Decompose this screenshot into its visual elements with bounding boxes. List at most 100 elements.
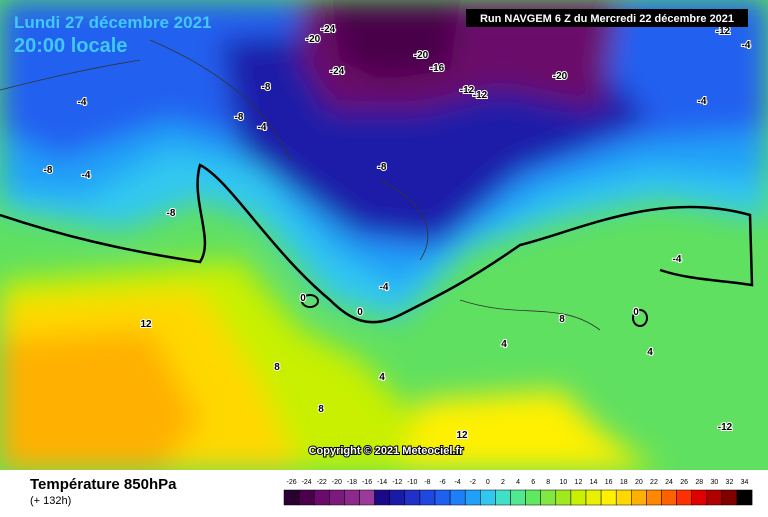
contour-label: 0 [633, 307, 639, 318]
scale-swatch [419, 489, 436, 506]
scale-swatch [706, 489, 723, 506]
color-scale: -26 -24 -22 -20 -18 -16 -14 -12 -10 -8 -6 -4 -2 0 2 4 6 8… [283, 479, 753, 506]
scale-swatch [721, 489, 738, 506]
scale-label: -14 [377, 479, 387, 486]
scale-label: -8 [424, 479, 430, 486]
scale-label: -12 [392, 479, 402, 486]
scale-label: 6 [531, 479, 535, 486]
scale-swatch [570, 489, 587, 506]
scale-swatch [600, 489, 617, 506]
scale-swatch [585, 489, 602, 506]
contour-label: 4 [379, 372, 385, 383]
scale-swatch [344, 489, 360, 506]
contour-label: 4 [647, 347, 653, 358]
scale-label: -6 [439, 479, 445, 486]
contour-label: -16 [430, 63, 445, 74]
run: Run NAVGEM 6 Z du Mercredi 22 décembre 2… [480, 13, 734, 25]
scale-swatch [404, 489, 421, 506]
contour-label: 0 [300, 293, 306, 304]
scale-swatch [313, 489, 330, 506]
scale-label: 26 [680, 479, 688, 486]
scale-swatch [298, 489, 315, 506]
contour-label: -4 [673, 254, 682, 265]
scale-swatch [691, 489, 708, 506]
scale-label: 24 [665, 479, 673, 486]
scale-label: 20 [635, 479, 643, 486]
scale-swatch [555, 489, 572, 506]
scale-label: -24 [302, 479, 312, 486]
scale-swatch [646, 489, 662, 506]
contour-label: -8 [262, 82, 271, 93]
scale-swatch [540, 489, 557, 506]
scale-swatch [329, 489, 345, 506]
contour-label: 12 [140, 319, 152, 330]
scale-swatch [525, 489, 541, 506]
scale-label: 2 [501, 479, 505, 486]
contour-label: -8 [235, 112, 244, 123]
contour-label: -24 [330, 66, 345, 77]
contour-label: -12 [460, 85, 475, 96]
scale-swatch [480, 489, 496, 506]
scale-swatch [736, 489, 753, 506]
scale-swatch [359, 489, 375, 506]
contour-label: -20 [306, 34, 321, 45]
contour-label: -4 [698, 96, 707, 107]
footer-lead: (+ 132h) [30, 495, 71, 507]
scale-label: 16 [605, 479, 613, 486]
contour-label: -4 [258, 122, 267, 133]
contour-label: 8 [318, 404, 324, 415]
contour-label: 8 [559, 314, 565, 325]
contour-label: -12 [716, 26, 731, 37]
scale-swatch [661, 489, 677, 506]
contour-label: 0 [357, 307, 363, 318]
scale-label: 22 [650, 479, 658, 486]
scale-swatch [464, 489, 481, 506]
scale-label: -16 [362, 479, 372, 486]
contour-label: -12 [473, 90, 488, 101]
scale-swatch [389, 489, 406, 506]
scale-label: 0 [486, 479, 490, 486]
contour-label: -20 [553, 71, 568, 82]
scale-label: -18 [347, 479, 357, 486]
time: 20:00 locale [14, 35, 127, 57]
contour-label: -4 [742, 40, 751, 51]
scale-label: 34 [741, 479, 749, 486]
temperature-field [0, 0, 768, 470]
scale-swatch [615, 489, 632, 506]
contour-label: 8 [274, 362, 280, 373]
contour-label: -24 [321, 24, 336, 35]
contour-label: -8 [167, 208, 176, 219]
scale-label: -4 [455, 479, 461, 486]
scale-label: 18 [620, 479, 628, 486]
scale-label: -10 [407, 479, 417, 486]
scale-swatch [434, 489, 451, 506]
scale-swatch [283, 489, 300, 506]
scale-label: 10 [559, 479, 567, 486]
contour-label: 4 [501, 339, 507, 350]
scale-swatch [510, 489, 526, 506]
scale-swatch [449, 489, 466, 506]
scale-swatch [631, 489, 647, 506]
scale-swatch [495, 489, 511, 506]
scale-label: -2 [470, 479, 476, 486]
contour-label: -8 [378, 162, 387, 173]
scale-label: 28 [695, 479, 703, 486]
scale-label: -22 [317, 479, 327, 486]
scale-swatch [676, 489, 692, 506]
footer-title: Température 850hPa [30, 476, 177, 493]
contour-label: -8 [44, 165, 53, 176]
contour-label: -20 [414, 50, 429, 61]
contour-label: -4 [380, 282, 389, 293]
scale-label: 14 [590, 479, 598, 486]
scale-label: 4 [516, 479, 520, 486]
copyright: Copyright © 2021 Meteociel.fr [309, 445, 465, 457]
contour-label: -4 [82, 170, 91, 181]
contour-label: -4 [78, 97, 87, 108]
scale-label: -20 [332, 479, 342, 486]
scale-swatch [374, 489, 390, 506]
contour-label: -12 [718, 422, 733, 433]
scale-label: -26 [286, 479, 296, 486]
contour-label: 12 [456, 430, 468, 441]
scale-label: 8 [546, 479, 550, 486]
